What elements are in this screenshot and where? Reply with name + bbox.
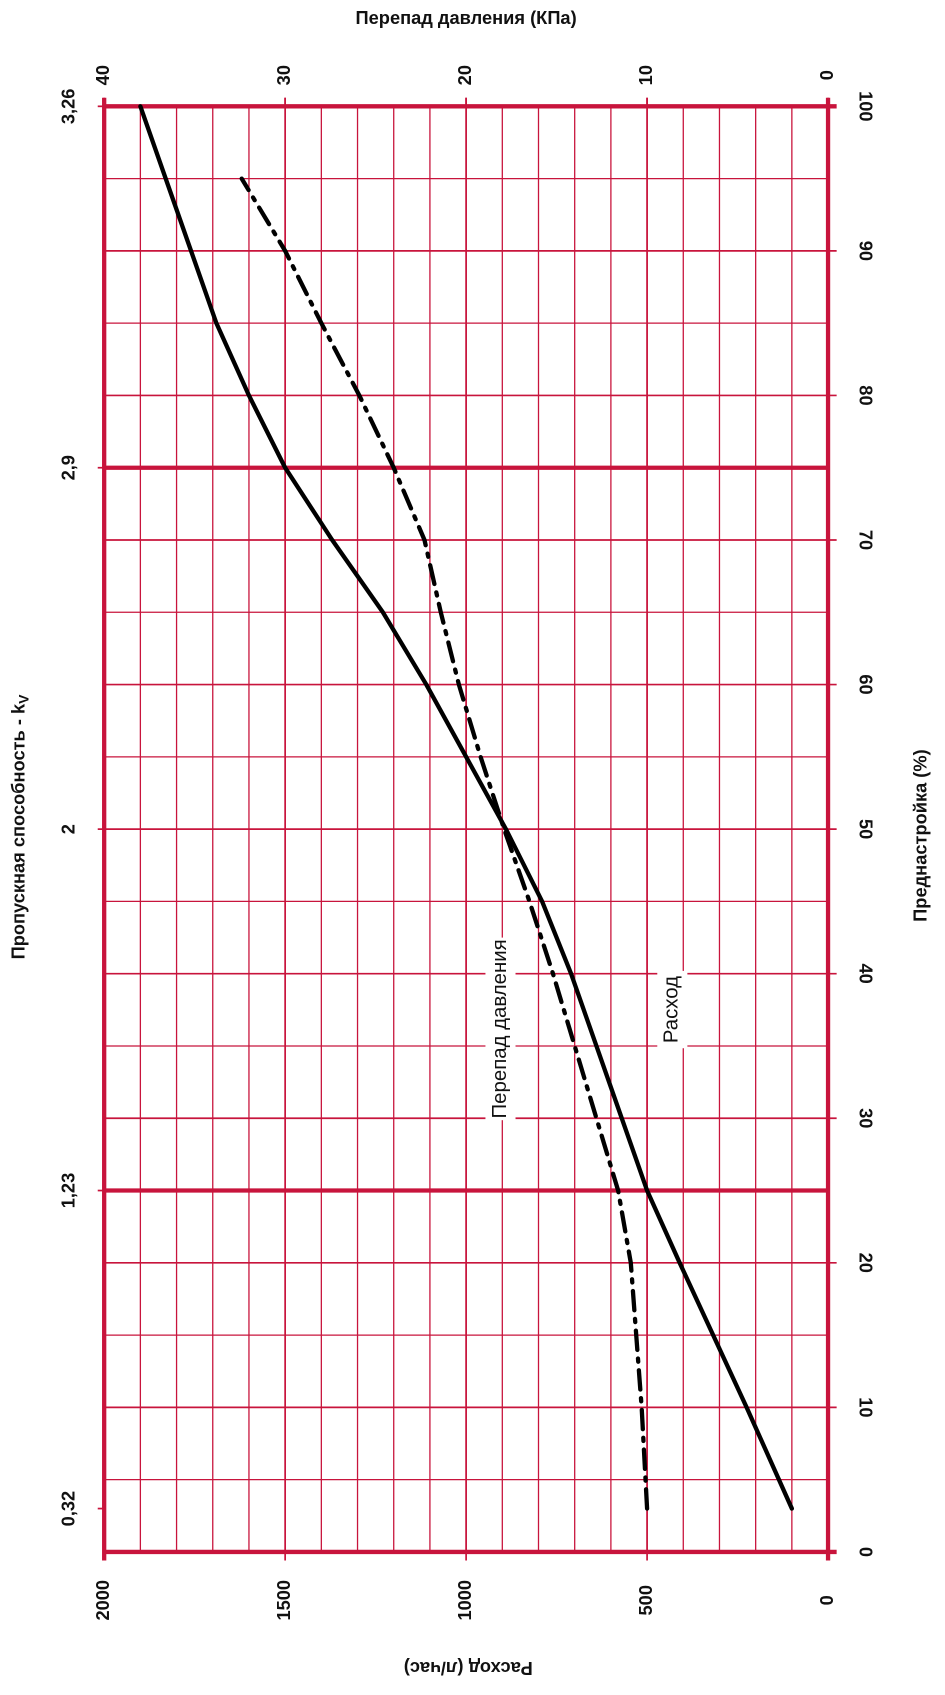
x-tick-label: 50 <box>856 819 877 839</box>
series-line <box>239 176 650 1511</box>
flow-axis-title: Расход (л/час) <box>404 1658 533 1679</box>
y-tick-label: 1000 <box>454 1580 475 1621</box>
kv-axis-title-sub: V <box>15 694 31 704</box>
x-tick-label: 0 <box>856 1547 877 1557</box>
label-bg <box>485 937 516 1121</box>
kv-tick-label: 1,23 <box>58 1173 79 1209</box>
y2-tick-label: 10 <box>635 65 656 85</box>
kv-tick-label: 2,9 <box>58 455 79 480</box>
x-axis-title: Преднастройка (%) <box>909 749 930 922</box>
y2-tick-label: 30 <box>273 65 294 85</box>
y-tick-label: 1500 <box>273 1580 294 1621</box>
x-tick-label: 10 <box>856 1397 877 1417</box>
y2-tick-label: 40 <box>92 65 113 85</box>
y2-tick-label: 20 <box>454 65 475 85</box>
series-label: Перепад давления <box>489 939 511 1118</box>
x-tick-label: 70 <box>856 530 877 550</box>
x-tick-label: 80 <box>856 385 877 405</box>
pressure-axis-title: Перепад давления (КПа) <box>356 7 577 28</box>
kv-tick-label: 0,32 <box>58 1491 79 1527</box>
kv-axis-title-main: Пропускная способность - k <box>7 703 28 959</box>
x-tick-label: 20 <box>856 1253 877 1273</box>
series-line <box>138 104 795 1511</box>
kv-tick-label: 2 <box>58 824 79 834</box>
x-tick-label: 40 <box>856 964 877 984</box>
x-tick-label: 60 <box>856 674 877 694</box>
y2-tick-label: 0 <box>816 70 837 80</box>
y-tick-label: 0 <box>816 1595 837 1605</box>
x-tick-label: 90 <box>856 241 877 261</box>
series-label: Расход <box>661 976 683 1043</box>
y-tick-label: 500 <box>635 1585 656 1615</box>
x-tick-label: 30 <box>856 1108 877 1128</box>
x-tick-label: 100 <box>856 91 877 121</box>
kv-tick-label: 3,26 <box>58 89 79 125</box>
y-tick-label: 2000 <box>92 1580 113 1621</box>
kv-axis-title: Пропускная способность - kV <box>7 694 31 960</box>
label-bg <box>657 970 688 1049</box>
